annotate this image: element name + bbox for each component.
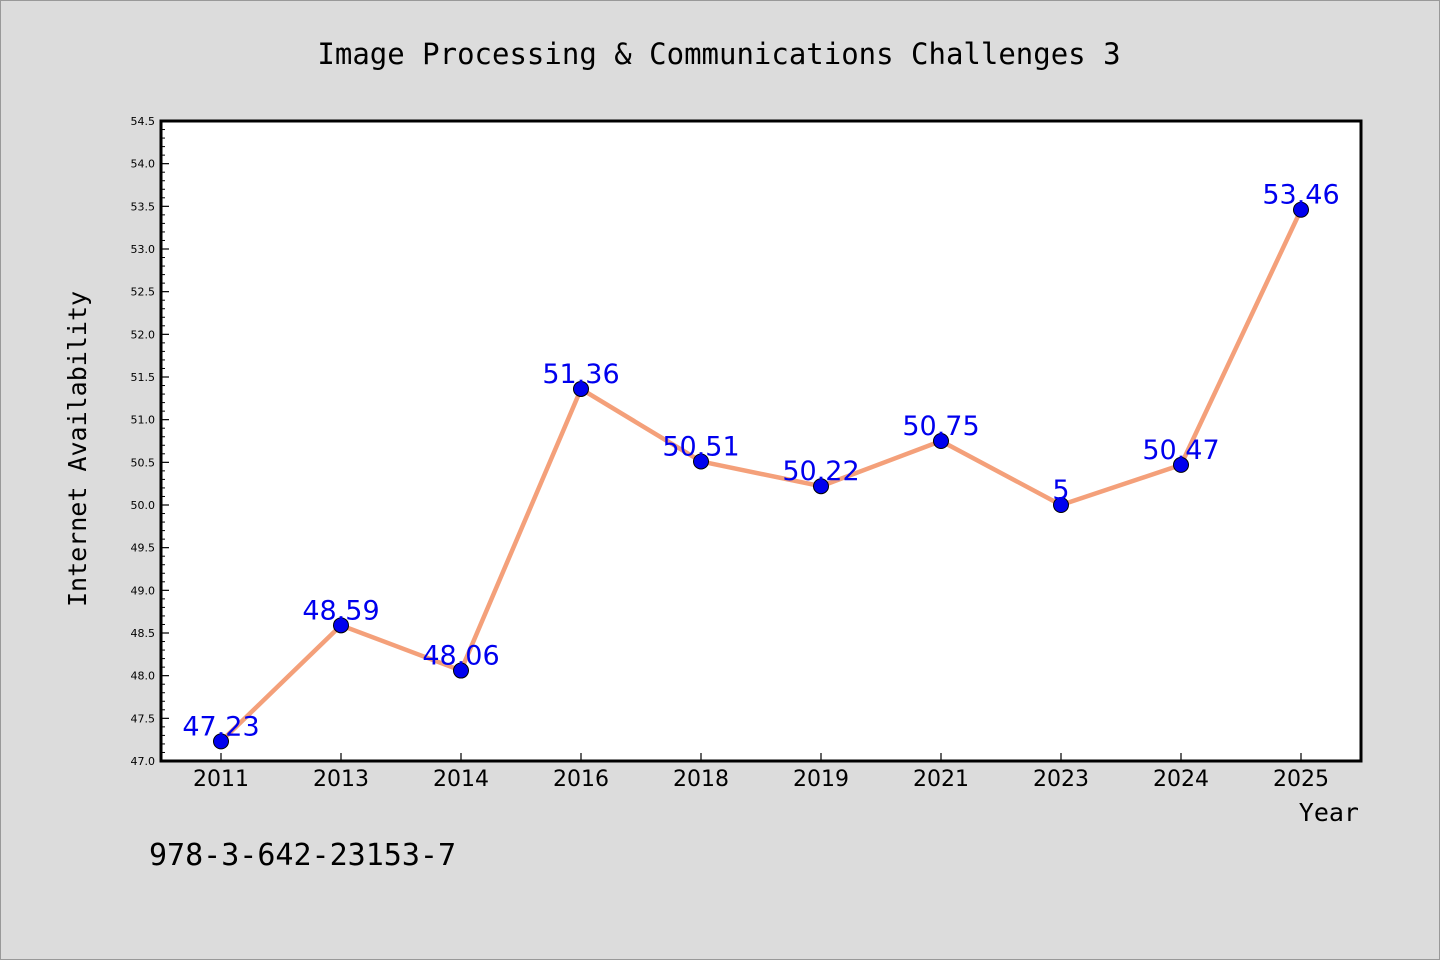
data-label: 51.36 xyxy=(542,359,619,390)
footer-isbn: 978-3-642-23153-7 xyxy=(149,838,456,873)
x-tick-label: 2021 xyxy=(913,767,969,792)
x-tick-label: 2011 xyxy=(193,767,249,792)
data-label: 48.06 xyxy=(422,641,499,672)
x-tick-label: 2023 xyxy=(1033,767,1089,792)
x-tick-label: 2014 xyxy=(433,767,489,792)
plot-area xyxy=(159,119,1363,763)
x-tick-label: 2019 xyxy=(793,767,849,792)
data-point xyxy=(933,433,949,449)
y-tick-label: 48.5 xyxy=(131,627,156,640)
data-point xyxy=(813,478,829,495)
y-tick-label: 54.0 xyxy=(131,158,156,171)
data-labels-group: 47.23 48.59 48.06 51.36 50.51 50.22 50.75 5 50.4… xyxy=(182,180,1339,743)
x-tick-label: 2024 xyxy=(1153,767,1209,792)
data-point xyxy=(693,453,709,470)
data-label: 50.47 xyxy=(1142,435,1219,466)
y-tick-label: 49.0 xyxy=(131,584,156,597)
series-points-group xyxy=(213,201,1309,750)
y-tick-label: 53.5 xyxy=(131,200,156,213)
y-tick-label: 52.0 xyxy=(131,328,156,341)
data-point xyxy=(333,617,349,634)
data-point xyxy=(573,380,589,397)
series-line xyxy=(218,207,1304,744)
y-axis: 47.0 47.5 48.0 48.5 49.0 49.5 50.0 50.5 51.0 51.5… xyxy=(131,115,169,768)
x-tick-label: 2016 xyxy=(553,767,609,792)
data-label: 5 xyxy=(1052,475,1069,506)
data-label: 50.75 xyxy=(902,411,979,442)
y-tick-label: 50.5 xyxy=(131,456,156,469)
y-tick-label: 47.0 xyxy=(131,755,156,768)
data-point xyxy=(213,733,229,750)
y-tick-label: 50.0 xyxy=(131,499,156,512)
data-point xyxy=(1173,456,1189,473)
y-tick-label: 47.5 xyxy=(131,712,156,725)
y-axis-label: Internet Availability xyxy=(63,291,92,607)
series-line-group xyxy=(218,207,1304,744)
x-tick-label: 2018 xyxy=(673,767,729,792)
chart-title: Image Processing & Communications Challe… xyxy=(317,37,1120,71)
data-point xyxy=(453,662,469,679)
y-tick-label: 53.0 xyxy=(131,243,156,256)
x-tick-label: 2025 xyxy=(1273,767,1329,792)
data-point xyxy=(1293,201,1309,218)
y-tick-label: 51.5 xyxy=(131,371,156,384)
data-label: 47.23 xyxy=(182,711,259,742)
y-tick-label: 52.5 xyxy=(131,286,156,299)
data-label: 53.46 xyxy=(1262,180,1339,211)
x-axis-label: Year xyxy=(1299,798,1359,827)
data-label: 50.22 xyxy=(782,456,859,487)
data-label: 50.51 xyxy=(662,431,739,462)
x-axis: 2011 2013 2014 2016 2018 2019 2021 2023 2024 2025 xyxy=(193,753,1329,792)
data-label: 48.59 xyxy=(302,595,379,626)
y-tick-label: 48.0 xyxy=(131,670,156,683)
data-point xyxy=(1053,497,1069,513)
y-tick-label: 49.5 xyxy=(131,542,156,555)
x-tick-label: 2013 xyxy=(313,767,369,792)
y-tick-label: 51.0 xyxy=(131,414,156,427)
y-tick-label: 54.5 xyxy=(131,115,156,128)
